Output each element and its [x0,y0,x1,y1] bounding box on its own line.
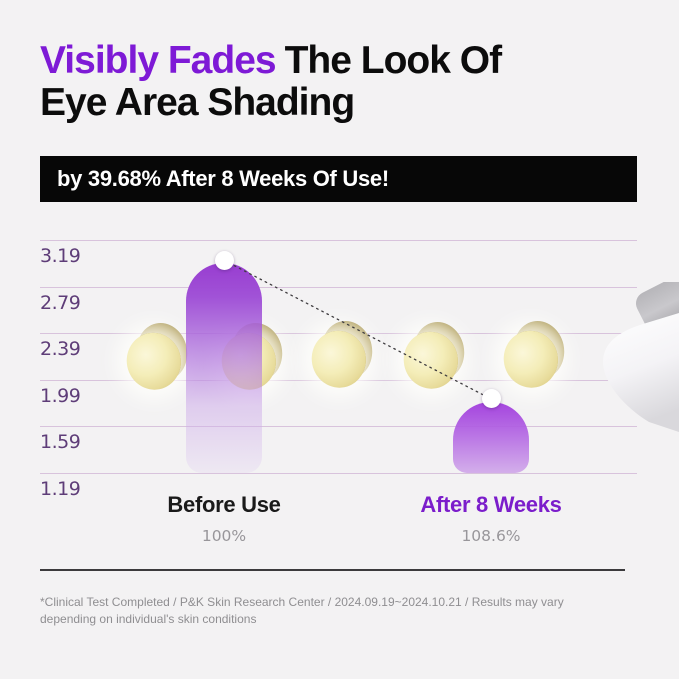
y-tick-label: 3.19 [40,245,81,267]
data-point-before [214,250,234,270]
footer-divider [40,569,625,571]
grid-line [40,426,637,428]
product-applicator-image [603,282,679,432]
bar-before-use [186,263,262,473]
x-sublabel-before-use: 100% [201,527,247,545]
applicator-cap [635,282,679,334]
capsule-bead [305,316,379,393]
disclaimer-text: *Clinical Test Completed / P&K Skin Rese… [40,595,564,626]
title-line2: Eye Area Shading [40,81,355,124]
y-tick-label: 1.19 [40,478,81,500]
title-line1-rest: The Look Of [284,39,502,82]
claim-banner-text: by 39.68% After 8 Weeks Of Use! [57,166,389,191]
y-tick-label: 1.99 [40,384,81,407]
grid-line [40,286,637,288]
bar-after-8-weeks [453,401,529,473]
x-label-before-use: Before Use [167,492,281,517]
title-highlight: Visibly Fades [40,39,277,82]
claim-banner: by 39.68% After 8 Weeks Of Use! [40,156,637,202]
y-tick-label: 1.59 [40,431,81,454]
capsule-bead [497,316,571,393]
page-title: Visibly Fades The Look Of Eye Area Shadin… [40,40,640,124]
x-sublabel-after-8-weeks: 108.6% [461,527,521,545]
data-point-after [481,389,501,409]
y-tick-label: 2.39 [40,338,81,361]
x-label-after-8-weeks: After 8 Weeks [420,492,562,517]
capsule-bead [397,317,471,394]
grid-line [40,240,637,241]
applicator-tip [603,313,679,432]
grid-line [40,473,637,474]
y-tick-label: 2.79 [40,291,81,314]
capsule-bead [120,318,194,395]
